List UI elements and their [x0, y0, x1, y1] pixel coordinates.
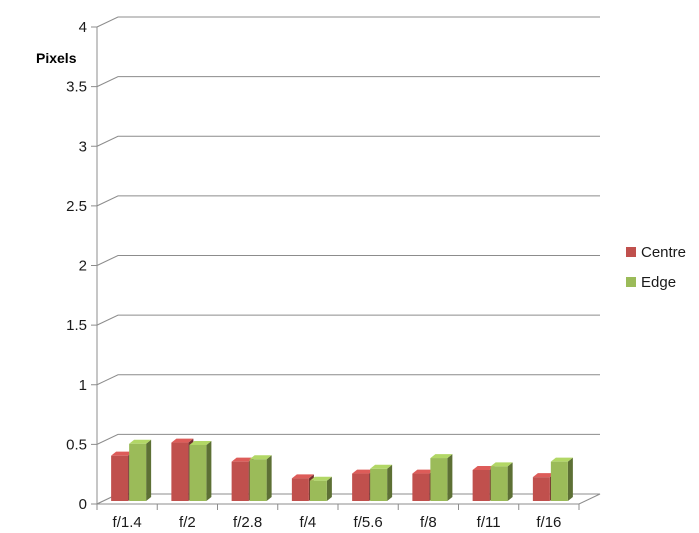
bar-side: [567, 457, 573, 501]
bar-front: [231, 461, 249, 501]
x-tick-label: f/16: [536, 514, 561, 531]
bar-top: [291, 474, 314, 479]
bar-side: [206, 440, 212, 501]
y-tick-label: 0.5: [66, 436, 87, 453]
bar-front: [412, 473, 430, 501]
bar-front: [352, 473, 370, 501]
legend-item: Centre: [626, 244, 686, 261]
gridline: [96, 433, 600, 445]
x-tick-label: f/1.4: [113, 514, 142, 531]
bar-top: [472, 465, 495, 470]
bar: [490, 462, 513, 501]
bar-front: [532, 477, 550, 501]
bar: [370, 464, 393, 501]
bar-side: [507, 462, 513, 501]
bars: [111, 438, 573, 501]
bar-side: [266, 455, 272, 501]
y-tick-label: 0: [79, 496, 87, 513]
bar-top: [111, 451, 134, 456]
bar-side: [387, 464, 393, 501]
x-tick-label: f/2: [179, 514, 196, 531]
y-tick-label: 2: [79, 258, 87, 275]
bar-front: [370, 468, 388, 501]
y-tick-label: 1.5: [66, 317, 87, 334]
x-tick-label: f/5.6: [354, 514, 383, 531]
bar-front: [309, 480, 327, 501]
bar-top: [550, 457, 573, 462]
bar-front: [129, 443, 147, 501]
bar-front: [171, 442, 189, 501]
bar-front: [430, 458, 448, 501]
bar: [249, 455, 272, 501]
bar-top: [490, 462, 513, 467]
y-tick-label: 4: [79, 19, 87, 36]
bar-top: [370, 464, 393, 469]
y-tick-label: 2.5: [66, 198, 87, 215]
bar: [550, 457, 573, 501]
y-tick-label: 3: [79, 138, 87, 155]
y-tick-label: 3.5: [66, 79, 87, 96]
legend-swatch: [626, 277, 636, 287]
y-axis-label: Pixels: [36, 50, 77, 66]
bar: [129, 439, 152, 501]
bar-front: [189, 444, 207, 501]
bar-top: [249, 455, 272, 460]
bar: [189, 440, 212, 501]
gridline: [96, 195, 600, 207]
y-axis: 0 0.5 1 1.5 2 2.5 3 3.5 4: [66, 19, 98, 513]
x-axis: f/1.4 f/2 f/2.8 f/4 f/5.6 f/8 f/11 f/16: [96, 504, 580, 531]
x-tick-label: f/8: [420, 514, 437, 531]
gridline: [96, 76, 600, 88]
bar-front: [111, 455, 129, 501]
bar-top: [430, 454, 453, 459]
bar-top: [412, 469, 435, 474]
bar-top: [171, 438, 194, 443]
x-tick-label: f/4: [300, 514, 317, 531]
y-tick-label: 1: [79, 377, 87, 394]
legend-label: Centre: [641, 244, 686, 261]
bar-top: [189, 440, 212, 445]
legend-item: Edge: [626, 274, 676, 291]
x-tick-label: f/11: [477, 514, 501, 531]
gridlines: [96, 16, 600, 505]
x-tick-label: f/2.8: [233, 514, 262, 531]
bar-side: [447, 454, 453, 501]
gridline: [96, 314, 600, 326]
legend-swatch: [626, 247, 636, 257]
bar-top: [309, 476, 332, 481]
gridline: [96, 135, 600, 147]
bar-side: [146, 439, 152, 501]
gridline: [96, 255, 600, 266]
bar-top: [231, 457, 254, 462]
bar-front: [291, 478, 309, 501]
bar-front: [249, 459, 267, 501]
bar-front: [550, 461, 568, 501]
gridline: [96, 16, 600, 28]
bar-side: [326, 476, 332, 501]
bar-front: [490, 466, 508, 501]
bar-top: [129, 439, 152, 444]
bar: [430, 454, 453, 501]
legend: Centre Edge: [626, 244, 686, 291]
gridline: [96, 374, 600, 386]
bar-top: [532, 473, 555, 478]
bar: [309, 476, 332, 501]
bar-front: [472, 469, 490, 501]
bar-top: [352, 469, 375, 474]
legend-label: Edge: [641, 274, 676, 291]
